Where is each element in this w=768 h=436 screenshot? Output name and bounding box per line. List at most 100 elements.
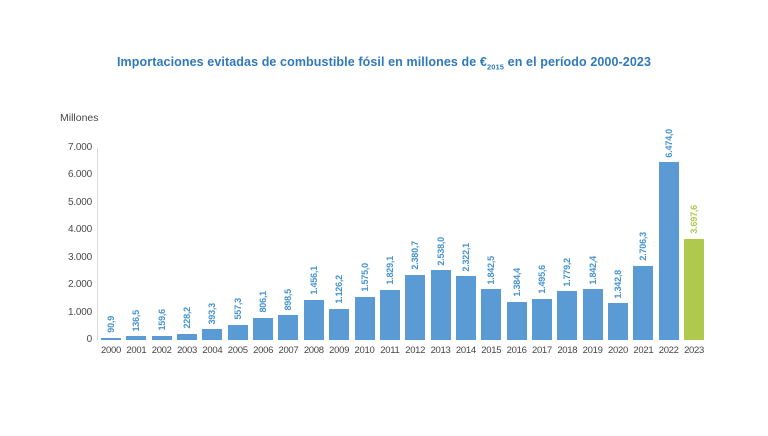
y-tick-label: 2.000 <box>67 279 92 291</box>
y-tick-label: 5.000 <box>67 196 92 208</box>
bar-column: 1.842,4 2019 <box>582 148 603 356</box>
x-tick-label: 2008 <box>303 345 324 356</box>
bar-value-label: 806,1 <box>258 291 269 313</box>
bar-column: 1.842,5 2015 <box>481 148 502 356</box>
x-tick-label: 2017 <box>531 345 552 356</box>
bar-column: 2.706,3 2021 <box>633 148 654 356</box>
bar-column: 2.322,1 2014 <box>455 148 476 356</box>
x-tick-label: 2009 <box>329 345 350 356</box>
bar <box>506 302 527 340</box>
bar <box>481 289 502 340</box>
bar-value-label: 3.697,6 <box>689 204 700 234</box>
x-tick-label: 2005 <box>227 345 248 356</box>
bar-value-label: 90,9 <box>106 315 116 333</box>
bar-value-label: 2.706,3 <box>638 232 649 261</box>
bar <box>151 335 172 340</box>
bar <box>227 324 248 340</box>
bar <box>202 329 223 340</box>
bar-column: 1.456,1 2008 <box>303 148 324 356</box>
bar-column: 2.380,7 2012 <box>405 148 426 356</box>
y-tick-label: 1.000 <box>67 306 92 318</box>
bar-value-label: 1.126,2 <box>334 275 345 305</box>
bar-column: 1.126,2 2009 <box>329 148 350 356</box>
bar-column: 806,1 2006 <box>253 148 273 356</box>
bar-column: 1.575,0 2010 <box>354 148 375 356</box>
bar-column: 1.384,4 2016 <box>506 148 527 356</box>
bar-value-label: 393,3 <box>207 302 218 325</box>
bar-column: 3.697,6 2023 <box>684 148 705 356</box>
bar-value-label: 1.384,4 <box>511 268 522 298</box>
bar <box>405 274 426 340</box>
bar-column: 1.829,1 2011 <box>379 148 400 356</box>
x-tick-label: 2015 <box>481 345 502 356</box>
bar-column: 1.779,2 2018 <box>557 148 578 356</box>
bar <box>557 291 578 340</box>
bar-column: 90,9 2000 <box>101 148 121 356</box>
y-tick-label: 0 <box>86 334 93 345</box>
bar <box>531 298 552 340</box>
plot-area: 90,9 2000 136,5 2001 159,6 2002 228,2 2003 393,3… <box>97 129 710 356</box>
bar-column: 1.495,6 2017 <box>531 148 552 356</box>
x-tick-label: 2020 <box>608 345 628 356</box>
bar-value-label: 159,6 <box>156 309 167 331</box>
bar <box>379 289 400 340</box>
bar-value-label: 1.779,2 <box>562 257 573 287</box>
bar-value-label: 1.829,1 <box>384 256 395 285</box>
y-tick-label: 4.000 <box>67 224 92 236</box>
bar-value-label: 557,3 <box>232 298 243 320</box>
bar-value-label: 6.474,0 <box>663 128 674 158</box>
x-tick-label: 2007 <box>278 345 299 356</box>
bar <box>633 265 654 340</box>
x-tick-label: 2013 <box>430 345 451 356</box>
bar-column: 228,2 2003 <box>177 148 198 356</box>
x-tick-label: 2018 <box>557 345 578 356</box>
bar <box>582 289 603 340</box>
bar-value-label: 2.380,7 <box>410 241 421 270</box>
chart-title-suffix: en el período 2000-2023 <box>504 55 651 69</box>
x-tick-label: 2012 <box>405 345 426 356</box>
bar-column: 1.342,8 2020 <box>608 148 628 356</box>
x-tick-label: 2006 <box>253 345 274 356</box>
bar-value-label: 2.538,0 <box>435 236 446 266</box>
bar <box>608 303 628 340</box>
x-tick-label: 2003 <box>177 345 198 356</box>
chart-title: Importaciones evitadas de combustible fó… <box>0 55 768 72</box>
x-tick-label: 2022 <box>658 345 679 356</box>
bar <box>329 309 350 340</box>
bar <box>101 337 121 340</box>
bar <box>658 162 679 340</box>
bar-value-label: 898,5 <box>283 288 294 311</box>
x-tick-label: 2004 <box>202 345 223 356</box>
bar <box>278 315 299 340</box>
bar <box>177 333 198 340</box>
x-tick-label: 2021 <box>633 345 654 356</box>
bar-column: 393,3 2004 <box>202 148 223 356</box>
y-axis-unit-label: Millones <box>60 112 99 124</box>
bar <box>126 336 147 340</box>
x-tick-label: 2023 <box>684 345 705 356</box>
bar-value-label: 1.842,4 <box>587 255 598 285</box>
x-tick-label: 2014 <box>455 345 476 356</box>
bar-value-label: 1.495,6 <box>536 265 547 294</box>
bar-column: 6.474,0 2022 <box>658 129 679 356</box>
bar-column: 159,6 2002 <box>151 148 172 356</box>
bar-value-label: 136,5 <box>131 309 142 332</box>
y-tick-label: 3.000 <box>67 251 92 263</box>
bar-column: 557,3 2005 <box>227 148 248 356</box>
bar <box>684 238 705 340</box>
bar-column: 2.538,0 2013 <box>430 148 451 356</box>
bar <box>455 276 476 340</box>
bar-value-label: 1.575,0 <box>359 263 370 292</box>
bar <box>354 296 375 340</box>
y-tick-label: 7.000 <box>67 142 92 153</box>
chart-title-text: Importaciones evitadas de combustible fó… <box>116 55 487 69</box>
x-tick-label: 2016 <box>506 345 527 356</box>
bar-value-label: 1.456,1 <box>308 266 319 296</box>
bar-column: 136,5 2001 <box>126 148 147 356</box>
bar-value-label: 2.322,1 <box>460 242 471 272</box>
y-tick-label: 6.000 <box>67 169 92 181</box>
bar-value-label: 228,2 <box>182 307 193 329</box>
x-tick-label: 2010 <box>354 345 375 356</box>
x-tick-label: 2011 <box>380 345 400 356</box>
